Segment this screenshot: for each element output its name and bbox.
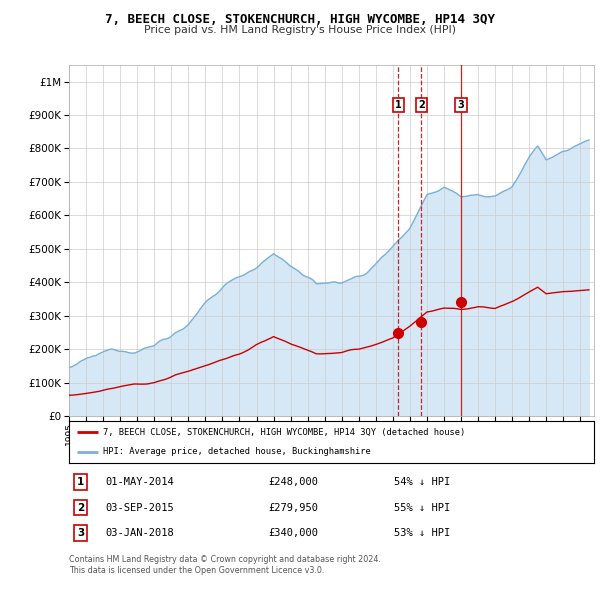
Text: 53% ↓ HPI: 53% ↓ HPI <box>395 528 451 538</box>
Text: £340,000: £340,000 <box>269 528 319 538</box>
Text: 1: 1 <box>77 477 84 487</box>
Text: 3: 3 <box>77 528 84 538</box>
Text: 2: 2 <box>77 503 84 513</box>
Text: £248,000: £248,000 <box>269 477 319 487</box>
Text: This data is licensed under the Open Government Licence v3.0.: This data is licensed under the Open Gov… <box>69 566 325 575</box>
Text: 2: 2 <box>418 100 425 110</box>
Text: 54% ↓ HPI: 54% ↓ HPI <box>395 477 451 487</box>
Text: 7, BEECH CLOSE, STOKENCHURCH, HIGH WYCOMBE, HP14 3QY: 7, BEECH CLOSE, STOKENCHURCH, HIGH WYCOM… <box>105 13 495 26</box>
Text: Contains HM Land Registry data © Crown copyright and database right 2024.: Contains HM Land Registry data © Crown c… <box>69 555 381 563</box>
Text: 3: 3 <box>458 100 464 110</box>
Text: 55% ↓ HPI: 55% ↓ HPI <box>395 503 451 513</box>
Text: HPI: Average price, detached house, Buckinghamshire: HPI: Average price, detached house, Buck… <box>103 447 371 456</box>
Text: £279,950: £279,950 <box>269 503 319 513</box>
Text: 01-MAY-2014: 01-MAY-2014 <box>106 477 175 487</box>
Text: 03-SEP-2015: 03-SEP-2015 <box>106 503 175 513</box>
Text: 1: 1 <box>395 100 402 110</box>
Text: Price paid vs. HM Land Registry's House Price Index (HPI): Price paid vs. HM Land Registry's House … <box>144 25 456 35</box>
Text: 03-JAN-2018: 03-JAN-2018 <box>106 528 175 538</box>
Text: 7, BEECH CLOSE, STOKENCHURCH, HIGH WYCOMBE, HP14 3QY (detached house): 7, BEECH CLOSE, STOKENCHURCH, HIGH WYCOM… <box>103 428 466 437</box>
